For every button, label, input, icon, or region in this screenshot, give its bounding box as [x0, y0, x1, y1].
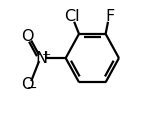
Text: F: F	[105, 9, 115, 24]
Text: N: N	[35, 51, 48, 66]
Text: O: O	[21, 29, 34, 44]
Text: O: O	[21, 77, 34, 92]
Text: −: −	[27, 82, 37, 95]
Text: Cl: Cl	[64, 9, 80, 24]
Text: +: +	[42, 50, 52, 60]
